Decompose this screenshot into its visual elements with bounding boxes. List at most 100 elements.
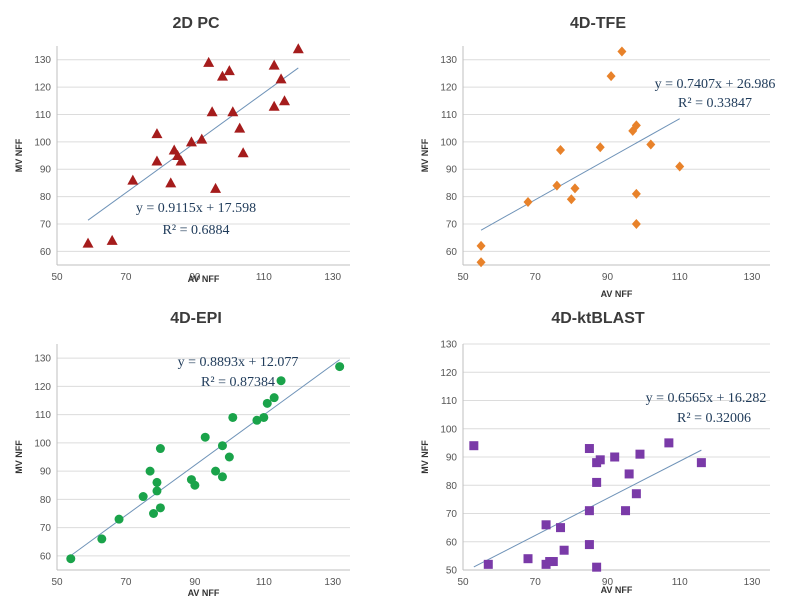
data-point: [610, 452, 620, 462]
data-point: [635, 449, 645, 459]
y-tick-label: 110: [35, 410, 51, 421]
y-tick-label: 120: [34, 83, 51, 94]
r-squared-label: R² = 0.32006: [677, 411, 751, 426]
data-point: [570, 183, 580, 194]
data-point: [210, 182, 222, 193]
x-tick-label: 70: [120, 577, 132, 588]
data-point: [696, 458, 706, 468]
y-axis-label: MV NFF: [420, 138, 430, 172]
x-tick-label: 90: [189, 577, 201, 588]
data-point: [66, 554, 76, 564]
data-point: [523, 197, 533, 208]
y-tick-label: 60: [40, 551, 52, 562]
y-tick-label: 70: [40, 523, 52, 534]
data-point: [114, 514, 124, 524]
y-tick-label: 110: [35, 110, 51, 121]
data-point: [155, 503, 165, 513]
data-point: [595, 142, 605, 153]
data-point: [127, 174, 139, 185]
data-point: [621, 506, 631, 516]
x-tick-label: 130: [744, 272, 761, 283]
y-tick-label: 60: [40, 247, 52, 258]
y-tick-label: 100: [34, 137, 51, 148]
x-tick-label: 70: [530, 577, 542, 588]
data-point: [559, 545, 569, 555]
y-tick-label: 70: [40, 219, 52, 230]
data-point: [151, 128, 163, 139]
trendline-equation: y = 0.9115x + 17.598: [136, 201, 256, 216]
data-point: [595, 455, 605, 465]
data-point: [106, 234, 118, 245]
data-point: [592, 477, 602, 487]
x-tick-label: 130: [744, 577, 761, 588]
data-point: [541, 520, 551, 530]
y-axis-label: MV NFF: [14, 440, 24, 474]
x-tick-label: 50: [51, 272, 63, 283]
data-point: [227, 106, 239, 117]
x-tick-label: 90: [189, 272, 201, 283]
data-point: [165, 177, 177, 188]
x-axis-label: AV NFF: [601, 585, 633, 595]
data-point: [292, 43, 304, 54]
x-axis-label: AV NFF: [188, 274, 220, 284]
data-point: [523, 554, 533, 564]
chart-title: 2D PC: [172, 15, 220, 32]
data-point: [469, 441, 479, 451]
chart-panel-4d-tfe: 4D-TFE 60 70 80 90 100 110 120 130 50 70 90 110 130 AV…: [420, 15, 775, 299]
x-tick-label: 130: [324, 272, 341, 283]
y-tick-label: 80: [40, 495, 52, 506]
y-tick-label: 60: [446, 247, 458, 258]
data-point: [584, 506, 594, 516]
chart-title: 4D-ktBLAST: [551, 310, 645, 327]
x-tick-label: 110: [256, 272, 272, 283]
data-point: [223, 65, 235, 76]
y-tick-label: 70: [446, 509, 458, 520]
data-point: [552, 180, 562, 191]
x-tick-label: 110: [256, 577, 272, 588]
chart-panel-4d-epi: 4D-EPI 60 70 80 90 100 110 120 130 50 70 90 110 130 AV…: [14, 310, 350, 598]
data-point: [237, 147, 249, 158]
data-point: [606, 71, 616, 82]
y-tick-label: 110: [441, 110, 457, 121]
data-point: [152, 477, 162, 487]
data-point: [211, 466, 221, 476]
data-point: [556, 145, 566, 156]
trendline-equation: y = 0.8893x + 12.077: [178, 355, 299, 370]
y-tick-label: 80: [40, 192, 52, 203]
trendline: [480, 118, 680, 231]
data-point: [275, 73, 287, 84]
y-tick-label: 90: [40, 467, 52, 478]
y-tick-label: 50: [446, 566, 458, 577]
x-tick-label: 70: [120, 272, 132, 283]
data-point: [203, 56, 215, 67]
y-tick-label: 120: [34, 382, 51, 393]
data-point: [335, 362, 345, 372]
data-point: [151, 155, 163, 166]
data-point: [476, 240, 486, 251]
y-tick-label: 120: [440, 368, 457, 379]
data-point: [646, 139, 656, 150]
data-point: [269, 393, 279, 403]
y-tick-label: 90: [446, 165, 458, 176]
data-point: [268, 100, 280, 111]
data-point: [548, 557, 558, 567]
y-axis-label: MV NFF: [420, 440, 430, 474]
data-point: [566, 194, 576, 205]
data-point: [624, 469, 634, 479]
data-point: [234, 122, 246, 133]
data-point: [279, 95, 291, 106]
data-point: [476, 257, 486, 268]
data-point: [216, 70, 228, 81]
x-tick-label: 110: [672, 272, 688, 283]
data-point: [196, 133, 208, 144]
x-axis-label: AV NFF: [188, 588, 220, 598]
y-tick-label: 130: [34, 55, 51, 66]
data-point: [200, 432, 210, 442]
y-tick-label: 110: [441, 396, 457, 407]
x-tick-label: 90: [602, 272, 614, 283]
data-point: [217, 472, 227, 482]
data-point: [262, 398, 272, 408]
data-point: [97, 534, 107, 544]
y-tick-label: 90: [446, 453, 458, 464]
